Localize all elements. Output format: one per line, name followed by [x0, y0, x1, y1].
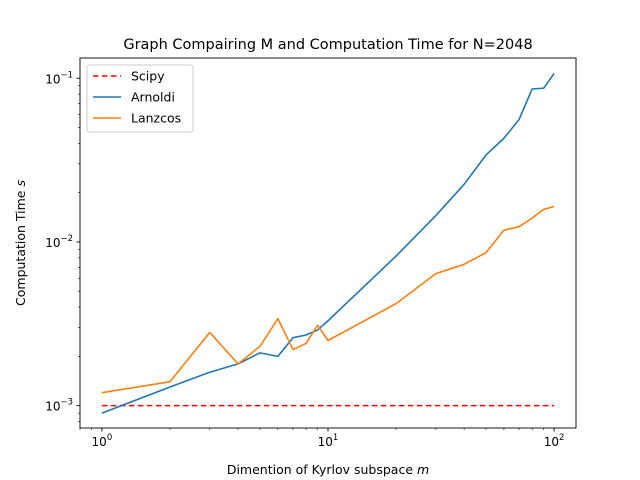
x-axis-label-text: Dimention of Kyrlov subspace: [227, 462, 417, 477]
y-axis-label: Computation Time s: [13, 180, 28, 306]
legend-label-scipy: Scipy: [131, 69, 165, 84]
y-axis-label-text: Computation Time: [13, 187, 28, 306]
x-axis-label: Dimention of Kyrlov subspace m: [227, 462, 429, 477]
series-layer: [101, 72, 555, 414]
legend-box: [86, 64, 194, 133]
legend-label-arnoldi: Arnoldi: [131, 90, 175, 105]
y-axis-label-variable: s: [13, 180, 28, 187]
series-line-lanzcos: [101, 205, 555, 394]
x-axis-label-variable: m: [417, 462, 429, 477]
legend: Scipy Arnoldi Lanzcos: [86, 64, 194, 133]
legend-label-lanzcos: Lanzcos: [131, 111, 181, 126]
chart-title: Graph Compairing M and Computation Time …: [123, 37, 532, 53]
